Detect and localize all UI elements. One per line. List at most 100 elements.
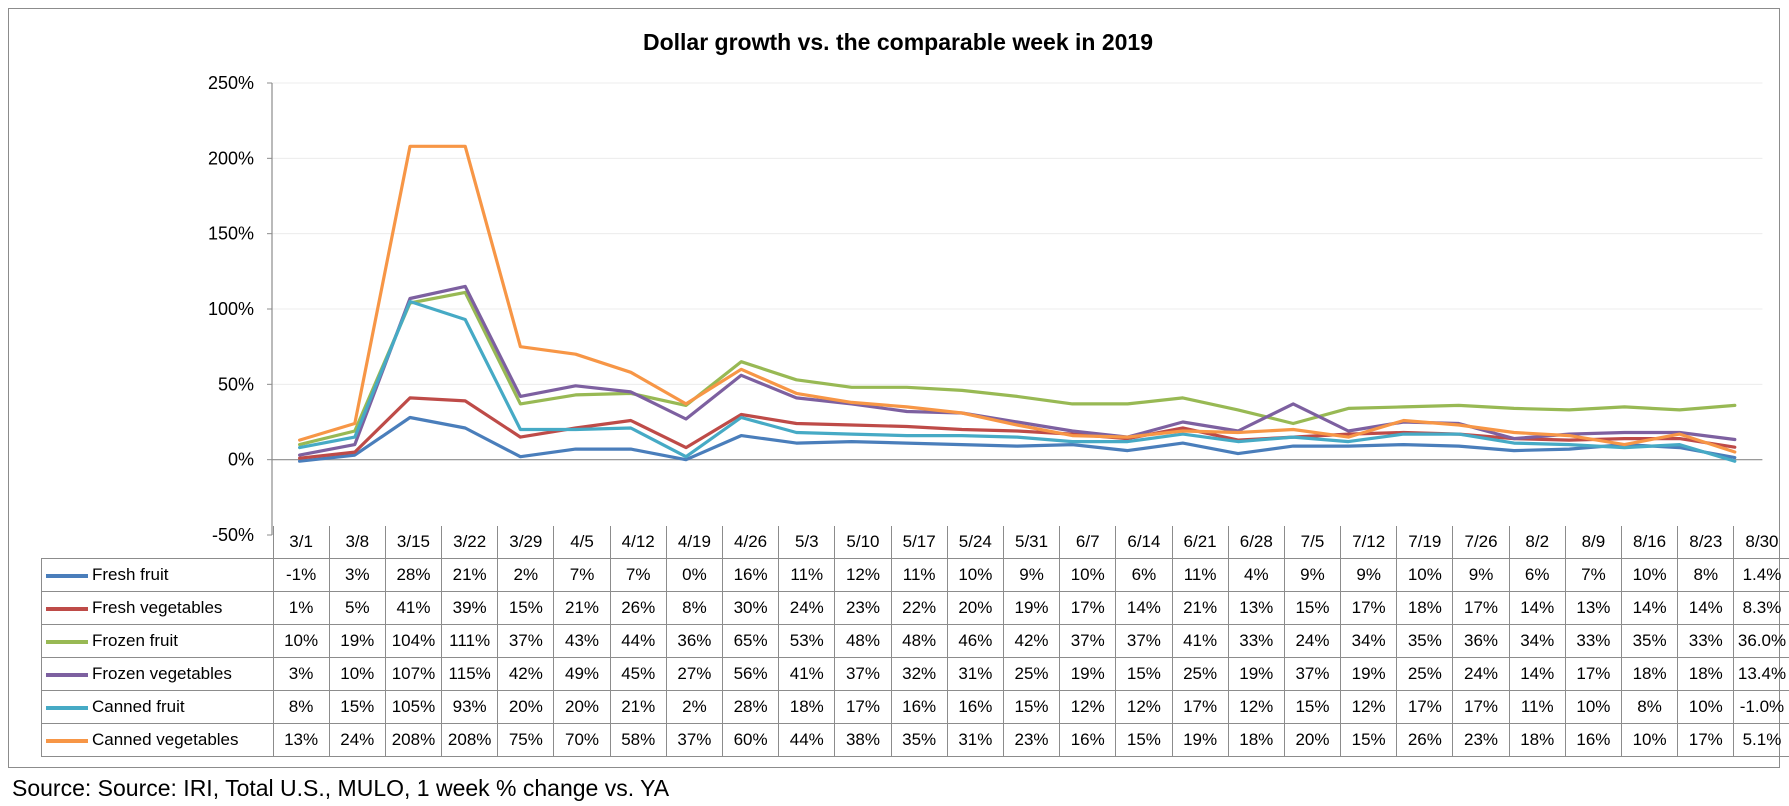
x-category-label: 5/10: [834, 526, 892, 559]
data-label: 41%: [384, 591, 443, 625]
data-label: 8.3%: [1733, 591, 1789, 625]
table-row: Frozen vegetables 3% 10% 107% 115% 42% 49% 45% 2…: [41, 657, 1789, 691]
data-label: 33%: [1677, 624, 1735, 658]
data-label: 17%: [834, 690, 892, 724]
data-label: 37%: [1283, 657, 1342, 691]
data-label: 53%: [778, 624, 836, 658]
data-label: 19%: [328, 624, 386, 658]
axes: [267, 82, 1763, 536]
series-line-frozen-vegetables: [298, 284, 1737, 457]
data-label: 208%: [384, 723, 443, 757]
data-label: 208%: [441, 723, 499, 757]
series-line-fresh-fruit: [298, 415, 1737, 463]
data-label: 25%: [1396, 657, 1454, 691]
x-category-label: 3/29: [497, 526, 555, 559]
data-label: 7%: [553, 558, 611, 592]
data-label: 12%: [1227, 690, 1285, 724]
x-category-label: 6/7: [1059, 526, 1117, 559]
data-label: 43%: [553, 624, 611, 658]
data-label: 58%: [609, 723, 667, 757]
y-tick-label: 0%: [228, 450, 254, 470]
gridlines: [272, 82, 1763, 385]
y-tick-label: 100%: [208, 299, 254, 319]
table-row: Fresh vegetables 1% 5% 41% 39% 15% 21% 26% 8% 30%…: [41, 591, 1789, 625]
legend-swatch: [46, 672, 88, 677]
data-label: 39%: [441, 591, 499, 625]
data-label: 15%: [328, 690, 386, 724]
data-label: 12%: [834, 558, 892, 592]
data-label: 9%: [1283, 558, 1342, 592]
data-label: 104%: [384, 624, 443, 658]
data-label: 15%: [1002, 690, 1061, 724]
data-label: 36%: [665, 624, 724, 658]
data-label: 18%: [1677, 657, 1735, 691]
x-category-label: 3/22: [441, 526, 499, 559]
data-label: 13%: [1227, 591, 1285, 625]
data-label: 10%: [272, 624, 330, 658]
y-tick-label: 150%: [208, 224, 254, 244]
series-line-canned-fruit: [298, 299, 1737, 463]
data-label: 16%: [1059, 723, 1117, 757]
legend-entry: Fresh fruit: [41, 558, 274, 592]
chart-title: Dollar growth vs. the comparable week in…: [643, 29, 1153, 55]
data-label: 20%: [1283, 723, 1342, 757]
x-category-label: 5/24: [946, 526, 1004, 559]
data-label: 37%: [834, 657, 892, 691]
data-label: 19%: [1340, 657, 1398, 691]
table-header-row: 3/1 3/8 3/15 3/22 3/29 4/5 4/12 4/19 4/26 5/3 5/10…: [42, 526, 1789, 559]
data-label: 35%: [1620, 624, 1679, 658]
data-label: 19%: [1059, 657, 1117, 691]
data-label: 24%: [1283, 624, 1342, 658]
data-label: 8%: [665, 591, 724, 625]
data-label: 32%: [890, 657, 948, 691]
data-label: 8%: [1620, 690, 1679, 724]
data-label: 12%: [1115, 690, 1173, 724]
data-label: 19%: [1002, 591, 1061, 625]
data-label: 41%: [1171, 624, 1229, 658]
data-label: 1%: [272, 591, 330, 625]
x-category-label: 4/19: [665, 526, 724, 559]
data-label: 26%: [609, 591, 667, 625]
data-label: 23%: [1002, 723, 1061, 757]
data-label: 56%: [721, 657, 780, 691]
data-label: 37%: [1115, 624, 1173, 658]
x-category-label: 4/12: [609, 526, 667, 559]
data-label: 16%: [946, 690, 1004, 724]
data-label: 31%: [946, 723, 1004, 757]
legend-entry: Canned fruit: [41, 690, 274, 724]
data-label: 12%: [1340, 690, 1398, 724]
y-tick-label: -50%: [212, 525, 254, 545]
data-label: 6%: [1115, 558, 1173, 592]
data-label: 18%: [778, 690, 836, 724]
data-label: 20%: [553, 690, 611, 724]
data-label: 27%: [665, 657, 724, 691]
data-label: 17%: [1564, 657, 1623, 691]
x-category-label: 8/23: [1677, 526, 1735, 559]
data-label: 5%: [328, 591, 386, 625]
legend-entry: Canned vegetables: [41, 723, 274, 757]
data-label: 10%: [1620, 558, 1679, 592]
data-label: 44%: [778, 723, 836, 757]
data-label: 24%: [1452, 657, 1510, 691]
series-lines: [298, 144, 1737, 463]
data-label: 22%: [890, 591, 948, 625]
data-label: 2%: [665, 690, 724, 724]
data-label: 37%: [497, 624, 555, 658]
data-label: 4%: [1227, 558, 1285, 592]
data-label: 48%: [890, 624, 948, 658]
data-label: 49%: [553, 657, 611, 691]
table-row: Frozen fruit 10% 19% 104% 111% 37% 43% 44% 36% 65…: [41, 624, 1789, 658]
chart-frame: [8, 8, 1780, 768]
data-label: 17%: [1677, 723, 1735, 757]
data-label: 16%: [1564, 723, 1623, 757]
data-label: 9%: [1340, 558, 1398, 592]
series-name: Fresh vegetables: [92, 598, 223, 617]
data-label: 28%: [721, 690, 780, 724]
legend-entry: Frozen fruit: [41, 624, 274, 658]
data-label: 75%: [497, 723, 555, 757]
x-category-label: 5/31: [1002, 526, 1061, 559]
data-label: 93%: [441, 690, 499, 724]
data-label: 35%: [1396, 624, 1454, 658]
data-label: 105%: [384, 690, 443, 724]
